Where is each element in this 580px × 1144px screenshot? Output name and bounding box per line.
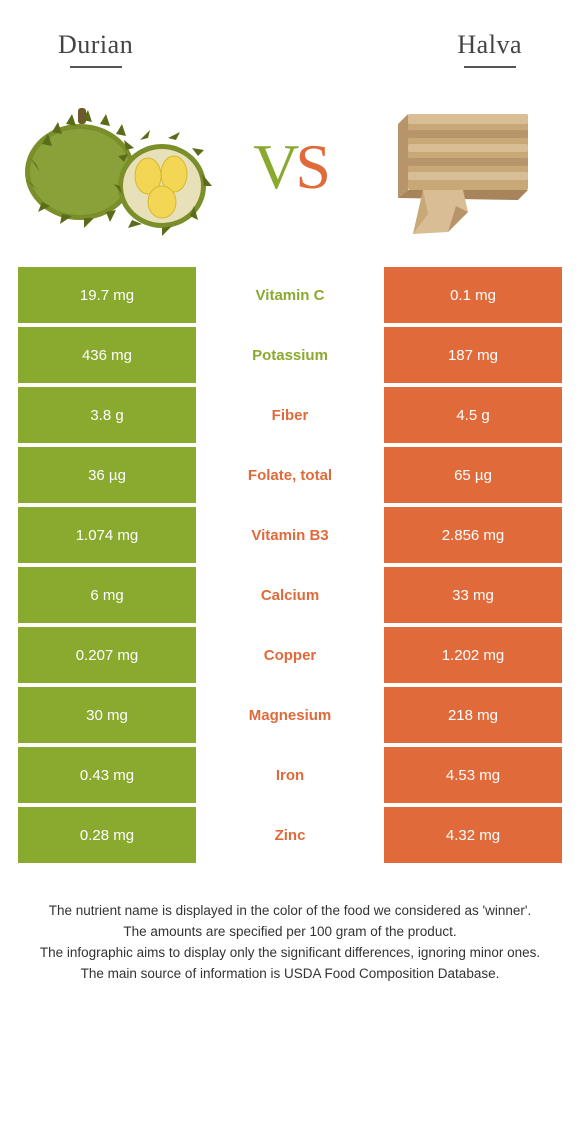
footer-notes: The nutrient name is displayed in the co… xyxy=(18,867,562,985)
left-value: 1.074 mg xyxy=(18,507,196,563)
nutrient-name: Zinc xyxy=(196,807,384,863)
right-value: 33 mg xyxy=(384,567,562,623)
footer-line-4: The main source of information is USDA F… xyxy=(38,964,542,985)
right-value: 65 µg xyxy=(384,447,562,503)
titles-bar: Durian Halva xyxy=(18,20,562,74)
nutrient-table: 19.7 mgVitamin C0.1 mg436 mgPotassium187… xyxy=(18,267,562,863)
left-value: 30 mg xyxy=(18,687,196,743)
nutrient-name: Vitamin B3 xyxy=(196,507,384,563)
vs-v: V xyxy=(253,131,295,202)
table-row: 0.43 mgIron4.53 mg xyxy=(18,747,562,803)
right-value: 4.5 g xyxy=(384,387,562,443)
table-row: 3.8 gFiber4.5 g xyxy=(18,387,562,443)
table-row: 6 mgCalcium33 mg xyxy=(18,567,562,623)
right-value: 187 mg xyxy=(384,327,562,383)
left-title-block: Durian xyxy=(58,30,133,68)
footer-line-1: The nutrient name is displayed in the co… xyxy=(38,901,542,922)
left-value: 19.7 mg xyxy=(18,267,196,323)
table-row: 0.28 mgZinc4.32 mg xyxy=(18,807,562,863)
vs-s: S xyxy=(295,131,327,202)
table-row: 0.207 mgCopper1.202 mg xyxy=(18,627,562,683)
left-value: 0.43 mg xyxy=(18,747,196,803)
table-row: 1.074 mgVitamin B32.856 mg xyxy=(18,507,562,563)
right-value: 4.53 mg xyxy=(384,747,562,803)
left-value: 36 µg xyxy=(18,447,196,503)
vs-label: VS xyxy=(253,130,327,204)
halva-image xyxy=(368,94,558,239)
images-row: VS xyxy=(18,74,562,267)
right-value: 218 mg xyxy=(384,687,562,743)
left-value: 3.8 g xyxy=(18,387,196,443)
right-value: 1.202 mg xyxy=(384,627,562,683)
nutrient-name: Potassium xyxy=(196,327,384,383)
nutrient-name: Copper xyxy=(196,627,384,683)
right-underline xyxy=(464,66,516,68)
right-title-block: Halva xyxy=(457,30,522,68)
right-title: Halva xyxy=(457,30,522,60)
table-row: 36 µgFolate, total65 µg xyxy=(18,447,562,503)
nutrient-name: Fiber xyxy=(196,387,384,443)
left-value: 6 mg xyxy=(18,567,196,623)
footer-line-3: The infographic aims to display only the… xyxy=(38,943,542,964)
right-value: 2.856 mg xyxy=(384,507,562,563)
table-row: 436 mgPotassium187 mg xyxy=(18,327,562,383)
left-title: Durian xyxy=(58,30,133,60)
table-row: 30 mgMagnesium218 mg xyxy=(18,687,562,743)
left-value: 0.28 mg xyxy=(18,807,196,863)
right-value: 0.1 mg xyxy=(384,267,562,323)
nutrient-name: Magnesium xyxy=(196,687,384,743)
nutrient-name: Calcium xyxy=(196,567,384,623)
nutrient-name: Iron xyxy=(196,747,384,803)
nutrient-name: Folate, total xyxy=(196,447,384,503)
table-row: 19.7 mgVitamin C0.1 mg xyxy=(18,267,562,323)
left-value: 436 mg xyxy=(18,327,196,383)
left-underline xyxy=(70,66,122,68)
durian-image xyxy=(22,94,212,239)
nutrient-name: Vitamin C xyxy=(196,267,384,323)
footer-line-2: The amounts are specified per 100 gram o… xyxy=(38,922,542,943)
left-value: 0.207 mg xyxy=(18,627,196,683)
right-value: 4.32 mg xyxy=(384,807,562,863)
